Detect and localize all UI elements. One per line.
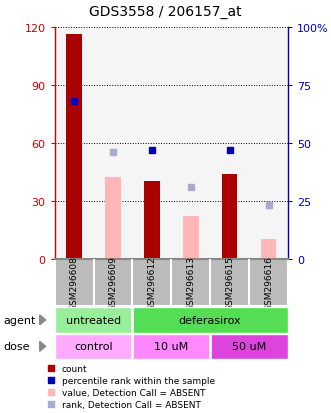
Text: untreated: untreated <box>66 315 121 325</box>
Text: deferasirox: deferasirox <box>179 315 242 325</box>
Bar <box>132 307 288 333</box>
Bar <box>222 174 237 259</box>
Text: percentile rank within the sample: percentile rank within the sample <box>62 376 215 385</box>
Text: GSM296609: GSM296609 <box>109 255 118 310</box>
Text: GDS3558 / 206157_at: GDS3558 / 206157_at <box>89 5 242 19</box>
Text: 10 uM: 10 uM <box>154 342 188 351</box>
Bar <box>55 334 132 359</box>
Text: value, Detection Call = ABSENT: value, Detection Call = ABSENT <box>62 388 205 397</box>
Bar <box>55 307 132 333</box>
Text: GSM296616: GSM296616 <box>264 255 273 310</box>
Text: GSM296612: GSM296612 <box>147 255 156 310</box>
Text: dose: dose <box>3 342 30 351</box>
Text: GSM296613: GSM296613 <box>186 255 195 310</box>
Text: count: count <box>62 364 87 373</box>
Bar <box>210 334 288 359</box>
Bar <box>183 216 199 259</box>
Text: rank, Detection Call = ABSENT: rank, Detection Call = ABSENT <box>62 400 201 408</box>
Text: GSM296608: GSM296608 <box>70 255 78 310</box>
Bar <box>144 182 160 259</box>
Bar <box>66 36 82 259</box>
Bar <box>261 240 276 259</box>
Text: agent: agent <box>3 315 36 325</box>
Bar <box>105 178 121 259</box>
Text: 50 uM: 50 uM <box>232 342 266 351</box>
Text: control: control <box>74 342 113 351</box>
Text: GSM296615: GSM296615 <box>225 255 234 310</box>
Bar <box>132 334 210 359</box>
